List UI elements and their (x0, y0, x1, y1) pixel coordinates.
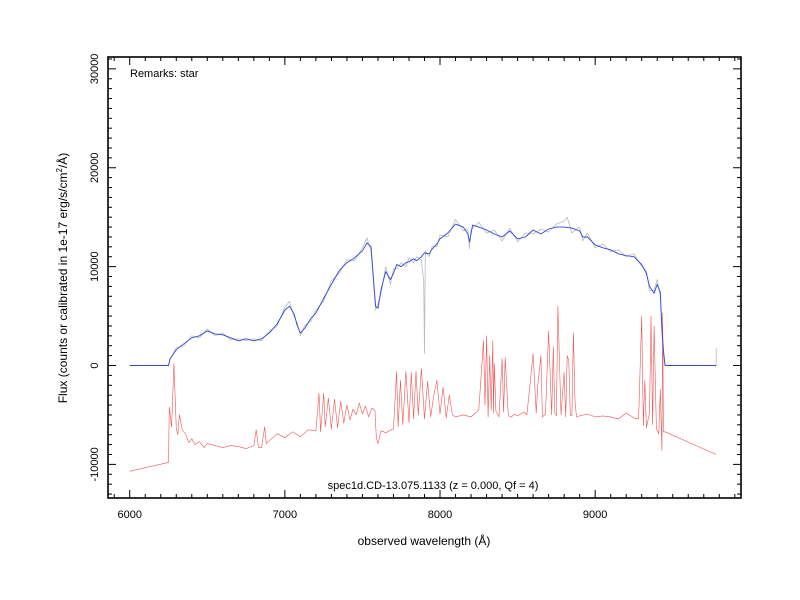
x-tick-label: 7000 (273, 509, 297, 521)
spectrum-id-label: spec1d.CD-13.075.1133 (z = 0.000, Qf = 4… (328, 480, 539, 492)
y-axis-label: Flux (counts or calibrated in 1e-17 erg/… (55, 153, 70, 404)
y-tick-label: 10000 (89, 251, 101, 282)
raw-flux-series (129, 216, 717, 366)
y-tick-label: -10000 (89, 447, 101, 481)
smoothed-line (129, 223, 717, 366)
raw-line (129, 216, 717, 366)
y-tick-label: 30000 (89, 54, 101, 85)
error-line (129, 305, 717, 472)
x-axis-label: observed wavelength (Å) (358, 533, 491, 548)
y-axis-label-sup: 2 (55, 168, 64, 173)
smoothed-flux-series (129, 223, 717, 366)
error-series (129, 305, 717, 472)
tick-labels: 6000 7000 8000 9000 -10000 0 10000 20000 30000 (89, 54, 607, 521)
plot-frame (107, 56, 742, 499)
axis-ticks (108, 57, 741, 498)
y-axis-label-main: Flux (counts or calibrated in 1e-17 erg/… (56, 173, 70, 404)
y-axis-label-end: /Å) (55, 153, 70, 168)
x-tick-label: 9000 (583, 509, 607, 521)
x-tick-label: 6000 (117, 509, 141, 521)
y-tick-label: 20000 (89, 152, 101, 183)
x-tick-label: 8000 (428, 509, 452, 521)
remarks-annotation: Remarks: star (130, 68, 199, 80)
y-tick-label: 0 (89, 362, 101, 368)
